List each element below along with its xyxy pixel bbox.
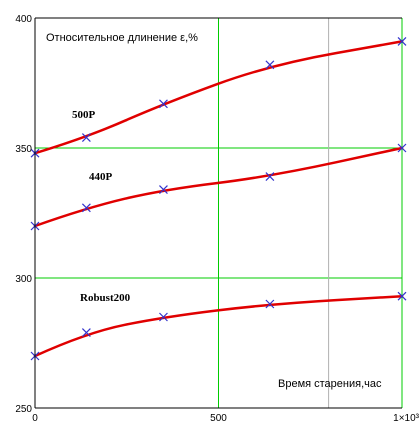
- data-point-Robust200-3: [265, 299, 275, 309]
- y-axis-label: Относительное длинение ε,%: [46, 32, 198, 44]
- data-point-440P-4: [397, 143, 407, 153]
- x-tick-label-0: 0: [32, 413, 38, 424]
- data-point-440P-2: [159, 185, 168, 195]
- data-point-Robust200-4: [397, 291, 407, 301]
- grid-layer: [35, 18, 403, 408]
- y-tick-label-250: 250: [15, 404, 32, 415]
- x-axis-label: Время старения,час: [278, 378, 382, 390]
- y-tick-label-300: 300: [15, 274, 32, 285]
- y-tick-label-350: 350: [15, 144, 32, 155]
- series-label-Robust200: Robust200: [80, 292, 131, 304]
- series-layer: [30, 36, 407, 361]
- series-label-500P: 500P: [72, 109, 96, 121]
- data-point-Robust200-2: [159, 312, 168, 322]
- labels-layer: Относительное длинение ε,% Время старени…: [46, 32, 382, 390]
- data-point-Robust200-1: [81, 328, 91, 338]
- data-point-500P-3: [265, 60, 275, 70]
- x-tick-label-500: 500: [210, 413, 227, 424]
- data-point-500P-4: [397, 36, 407, 46]
- data-point-440P-1: [81, 203, 91, 213]
- series-label-440P: 440P: [89, 171, 113, 183]
- data-point-440P-3: [265, 172, 275, 182]
- data-point-500P-1: [81, 133, 91, 143]
- series-line-Robust200: [33, 294, 404, 358]
- x-tick-label-1000: 1×10³: [393, 413, 420, 424]
- axes-layer: 250 300 350 400 0 500 1×10³: [15, 14, 419, 424]
- data-point-500P-2: [159, 99, 168, 109]
- y-tick-label-400: 400: [15, 14, 32, 25]
